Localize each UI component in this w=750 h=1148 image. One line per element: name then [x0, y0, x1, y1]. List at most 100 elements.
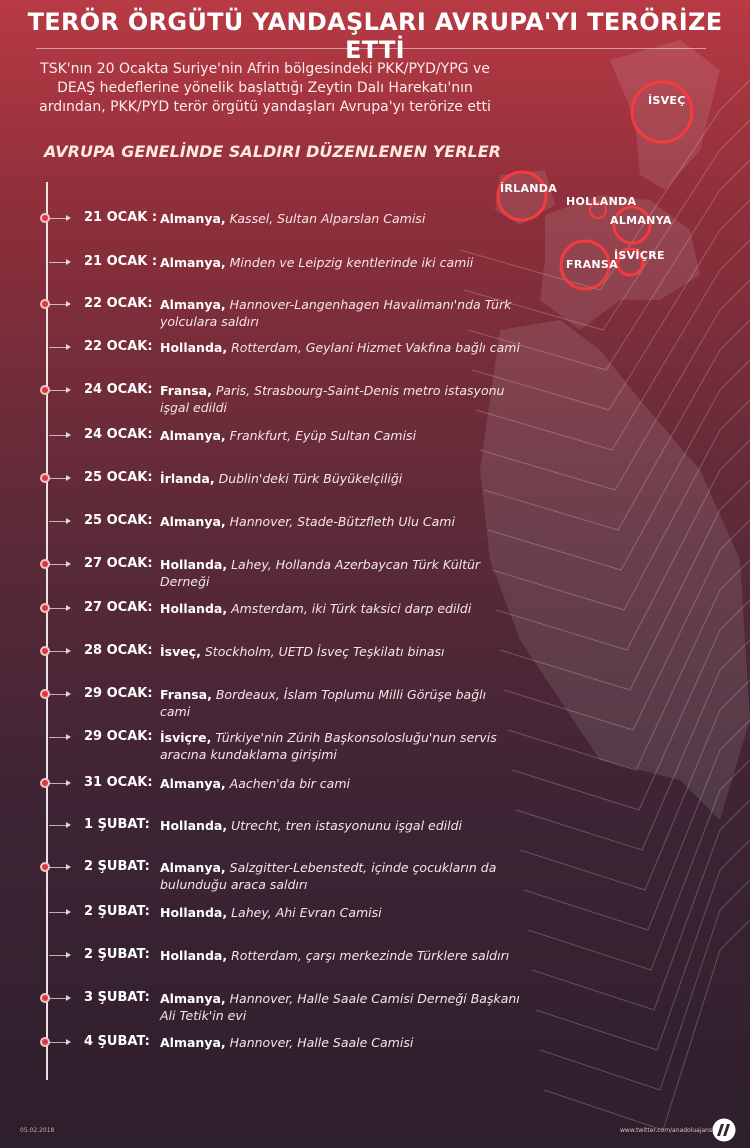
event-place: Salzgitter-Lebenstedt, içinde çocukların… — [160, 860, 497, 892]
event-date: 2 ŞUBAT: — [84, 947, 150, 962]
hatch-line — [459, 79, 750, 291]
event-place: Dublin'deki Türk Büyükelçiliği — [218, 471, 403, 486]
timeline-event: 22 OCAK: Almanya, Hannover-Langenhagen Ha… — [0, 296, 600, 339]
arrow-right-icon — [66, 344, 71, 350]
timeline-event: 3 ŞUBAT: Almanya, Hannover, Halle Saale C… — [0, 990, 600, 1033]
event-date: 24 OCAK: — [84, 427, 153, 442]
event-country: Almanya, — [160, 211, 226, 226]
event-detail: Almanya, Minden ve Leipzig kentlerinde i… — [160, 254, 520, 271]
event-place: Hannover, Halle Saale Camisi Derneği Baş… — [160, 991, 520, 1023]
timeline-event: 4 ŞUBAT: Almanya, Hannover, Halle Saale C… — [0, 1034, 600, 1077]
event-detail: Almanya, Hannover, Halle Saale Camisi — [160, 1034, 520, 1051]
timeline-event: 25 OCAK: İrlanda, Dublin'deki Türk Büyüke… — [0, 470, 600, 513]
map-label-sweden: İSVEÇ — [648, 94, 686, 107]
connector-line — [49, 347, 67, 348]
event-detail: Hollanda, Rotterdam, Geylani Hizmet Vakf… — [160, 339, 520, 356]
aa-logo-icon — [712, 1118, 736, 1142]
event-detail: Almanya, Hannover, Stade-Bützfleth Ulu C… — [160, 513, 520, 530]
event-detail: Hollanda, Rotterdam, çarşı merkezinde Tü… — [160, 947, 520, 964]
europe-map — [480, 40, 750, 820]
event-date: 27 OCAK: — [84, 556, 153, 571]
event-country: Hollanda, — [160, 948, 228, 963]
event-country: Hollanda, — [160, 601, 228, 616]
event-place: Aachen'da bir cami — [229, 776, 350, 791]
arrow-right-icon — [66, 691, 71, 697]
event-country: İsveç, — [160, 644, 201, 659]
connector-line — [49, 564, 67, 565]
connector-line — [49, 478, 67, 479]
timeline-event: 2 ŞUBAT: Hollanda, Rotterdam, çarşı merke… — [0, 947, 600, 990]
event-country: Almanya, — [160, 860, 226, 875]
event-date: 21 OCAK : — [84, 254, 158, 269]
event-place: Utrecht, tren istasyonunu işgal edildi — [231, 818, 462, 833]
event-country: Hollanda, — [160, 818, 228, 833]
timeline-event: 21 OCAK : Almanya, Minden ve Leipzig kent… — [0, 254, 600, 297]
connector-line — [49, 825, 67, 826]
arrow-right-icon — [66, 475, 71, 481]
map-label-germany: ALMANYA — [610, 214, 672, 227]
connector-line — [49, 435, 67, 436]
connector-line — [49, 955, 67, 956]
timeline-event: 2 ŞUBAT: Hollanda, Lahey, Ahi Evran Camis… — [0, 904, 600, 947]
arrow-right-icon — [66, 215, 71, 221]
arrow-right-icon — [66, 780, 71, 786]
event-detail: Almanya, Kassel, Sultan Alparslan Camisi — [160, 210, 520, 227]
event-detail: Almanya, Frankfurt, Eyüp Sultan Camisi — [160, 427, 520, 444]
event-detail: Hollanda, Lahey, Ahi Evran Camisi — [160, 904, 520, 921]
hatch-line — [467, 159, 750, 371]
connector-line — [49, 912, 67, 913]
event-date: 1 ŞUBAT: — [84, 817, 150, 832]
connector-line — [49, 651, 67, 652]
event-country: Almanya, — [160, 991, 226, 1006]
event-detail: Almanya, Hannover-Langenhagen Havalimanı… — [160, 296, 520, 330]
event-detail: İsveç, Stockholm, UETD İsveç Teşkilatı b… — [160, 643, 520, 660]
intro-text: TSK'nın 20 Ocakta Suriye'nin Afrin bölge… — [39, 61, 491, 115]
event-place: Lahey, Hollanda Azerbaycan Türk Kültür D… — [160, 557, 481, 589]
timeline-event: 2 ŞUBAT: Almanya, Salzgitter-Lebenstedt, … — [0, 859, 600, 902]
timeline-event: 1 ŞUBAT: Hollanda, Utrecht, tren istasyon… — [0, 817, 600, 860]
event-country: Hollanda, — [160, 340, 228, 355]
event-date: 27 OCAK: — [84, 600, 153, 615]
hatch-line — [519, 679, 750, 891]
event-place: Kassel, Sultan Alparslan Camisi — [229, 211, 426, 226]
map-label-ireland: İRLANDA — [500, 182, 558, 195]
arrow-right-icon — [66, 1039, 71, 1045]
event-place: Amsterdam, iki Türk taksici darp edildi — [231, 601, 472, 616]
connector-line — [49, 737, 67, 738]
arrow-right-icon — [66, 822, 71, 828]
event-country: Hollanda, — [160, 557, 228, 572]
event-detail: Almanya, Aachen'da bir cami — [160, 775, 520, 792]
event-place: Stockholm, UETD İsveç Teşkilatı binası — [204, 644, 445, 659]
hatch-line — [463, 119, 750, 331]
hatch-line — [475, 239, 750, 451]
hatch-line — [543, 919, 750, 1131]
arrow-right-icon — [66, 864, 71, 870]
connector-line — [49, 783, 67, 784]
hatch-line — [495, 439, 750, 651]
event-date: 31 OCAK: — [84, 775, 153, 790]
map-label-netherlands: HOLLANDA — [566, 195, 637, 208]
hatch-line — [535, 839, 750, 1051]
footer-date: 05.02.2018 — [20, 1127, 55, 1134]
arrow-right-icon — [66, 561, 71, 567]
event-date: 21 OCAK : — [84, 210, 158, 225]
event-country: Almanya, — [160, 297, 226, 312]
arrow-right-icon — [66, 432, 71, 438]
event-country: Fransa, — [160, 383, 212, 398]
hatch-line — [471, 199, 750, 411]
timeline-event: 29 OCAK: İsviçre, Türkiye'nin Zürih Başko… — [0, 729, 600, 772]
map-markers — [496, 80, 694, 291]
event-detail: Hollanda, Lahey, Hollanda Azerbaycan Tür… — [160, 556, 520, 590]
event-date: 4 ŞUBAT: — [84, 1034, 150, 1049]
event-detail: İsviçre, Türkiye'nin Zürih Başkonsoloslu… — [160, 729, 520, 763]
timeline-axis — [46, 182, 48, 1080]
event-detail: Almanya, Salzgitter-Lebenstedt, içinde ç… — [160, 859, 520, 893]
event-date: 25 OCAK: — [84, 513, 153, 528]
timeline-event: 24 OCAK: Almanya, Frankfurt, Eyüp Sultan … — [0, 427, 600, 470]
event-date: 3 ŞUBAT: — [84, 990, 150, 1005]
connector-line — [49, 218, 67, 219]
map-label-france: FRANSA — [566, 258, 618, 271]
map-label-switzerland: İSVİÇRE — [614, 249, 665, 262]
arrow-right-icon — [66, 952, 71, 958]
